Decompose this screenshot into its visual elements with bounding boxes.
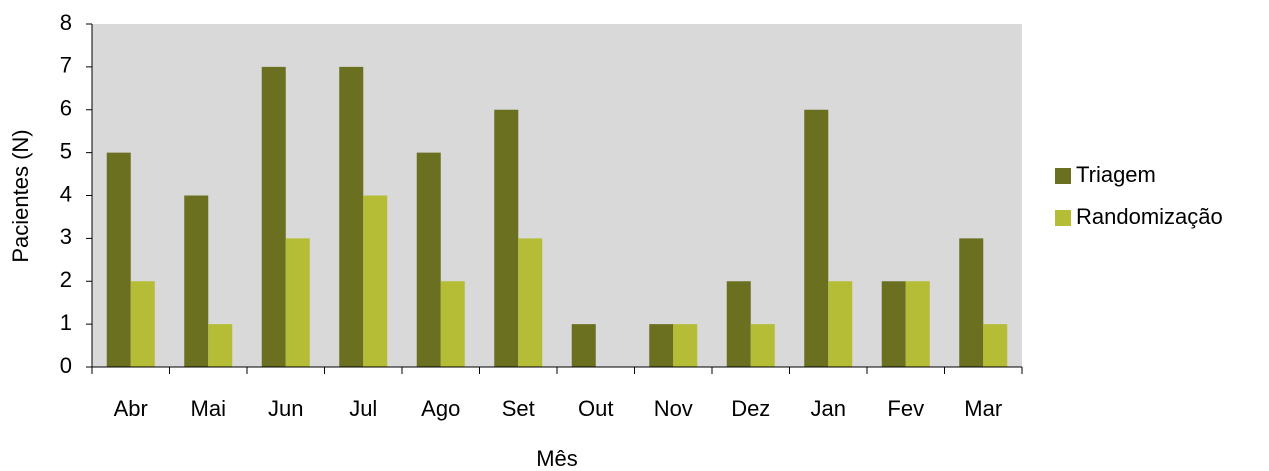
x-tick-label: Ago xyxy=(421,396,460,421)
legend-swatch xyxy=(1055,168,1071,184)
bar xyxy=(649,324,674,367)
legend-label: Triagem xyxy=(1076,162,1156,187)
x-tick-label: Jun xyxy=(268,396,303,421)
x-tick-label: Jan xyxy=(811,396,846,421)
legend-swatch xyxy=(1055,210,1071,226)
x-axis-label: Mês xyxy=(536,446,578,471)
y-tick-label: 3 xyxy=(60,224,72,249)
y-tick-label: 1 xyxy=(60,310,72,335)
y-tick-label: 2 xyxy=(60,267,72,292)
bar xyxy=(184,195,209,367)
y-axis-label: Pacientes (N) xyxy=(8,129,33,262)
bar xyxy=(804,109,829,367)
bar xyxy=(959,238,984,367)
y-tick-label: 8 xyxy=(60,10,72,35)
y-tick-label: 0 xyxy=(60,353,72,378)
bar xyxy=(726,281,751,367)
x-tick-label: Jul xyxy=(349,396,377,421)
x-tick-label: Out xyxy=(578,396,613,421)
bar xyxy=(881,281,906,367)
bar xyxy=(828,281,853,367)
x-tick-label: Set xyxy=(502,396,535,421)
x-tick-label: Abr xyxy=(114,396,148,421)
bar xyxy=(905,281,930,367)
bar xyxy=(518,238,543,367)
x-tick-label: Mai xyxy=(191,396,226,421)
bar xyxy=(261,66,286,367)
bar xyxy=(416,152,441,367)
bar xyxy=(363,195,388,367)
bar xyxy=(571,324,596,367)
bar xyxy=(494,109,519,367)
bar xyxy=(208,324,233,367)
plot-area xyxy=(92,24,1022,367)
bar xyxy=(750,324,775,367)
bar xyxy=(339,66,364,367)
x-tick-label: Fev xyxy=(887,396,924,421)
x-tick-label: Dez xyxy=(731,396,770,421)
x-tick-label: Nov xyxy=(654,396,693,421)
bar xyxy=(673,324,698,367)
y-tick-label: 4 xyxy=(60,181,72,206)
y-tick-label: 6 xyxy=(60,96,72,121)
x-tick-label: Mar xyxy=(964,396,1002,421)
bar xyxy=(106,152,131,367)
bar xyxy=(983,324,1008,367)
y-tick-label: 5 xyxy=(60,138,72,163)
bar xyxy=(130,281,155,367)
bar xyxy=(285,238,310,367)
bar xyxy=(440,281,465,367)
legend-label: Randomização xyxy=(1076,204,1223,229)
y-tick-label: 7 xyxy=(60,53,72,78)
